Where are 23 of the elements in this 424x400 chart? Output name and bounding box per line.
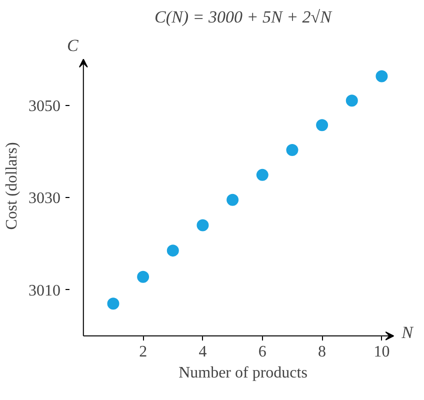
x-tick-label: 10	[374, 344, 390, 360]
x-tick-label: 8	[318, 344, 326, 360]
x-tick-label: 4	[198, 344, 207, 360]
point	[137, 270, 150, 283]
y-axis-title: Cost (dollars)	[4, 142, 20, 230]
point	[196, 219, 209, 232]
point	[226, 194, 239, 206]
y-tick-label: 3030	[28, 190, 60, 208]
point	[166, 244, 179, 257]
chart-title: C(N) = 3000 + 5N + 2√N	[154, 8, 334, 26]
x-tick-label: 6	[258, 344, 266, 360]
point	[286, 144, 298, 156]
x-axis-title: Number of products	[178, 364, 308, 382]
point	[376, 70, 388, 82]
x-tick-label: 2	[139, 344, 148, 360]
point	[107, 298, 120, 310]
y-tick-label: 3010	[28, 282, 60, 300]
text: C	[67, 36, 80, 56]
point	[346, 94, 358, 107]
point	[256, 168, 268, 181]
point	[316, 119, 328, 132]
y-tick-label: 3050	[28, 98, 60, 115]
text: N	[400, 322, 415, 342]
